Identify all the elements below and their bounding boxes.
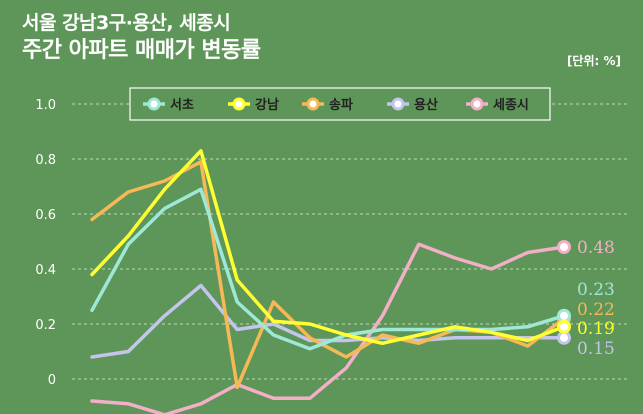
end-marker-세종시 bbox=[557, 240, 571, 254]
legend-label-세종시: 세종시 bbox=[493, 98, 529, 113]
legend-label-송파: 송파 bbox=[329, 98, 353, 113]
series-line-강남 bbox=[90, 149, 566, 346]
chart-title-line2: 주간 아파트 매매가 변동률 bbox=[22, 38, 261, 63]
legend-swatch-marker bbox=[391, 97, 405, 111]
series-line-서초 bbox=[90, 187, 566, 351]
unit-label: [단위: %] bbox=[566, 54, 621, 68]
y-tick-label: 1.0 bbox=[35, 98, 56, 113]
end-marker-서초 bbox=[557, 308, 571, 323]
grid-lines: 1.0 0.8 0.6 0.4 0.2 0 bbox=[35, 98, 630, 388]
end-value-label-송파: 0.22 bbox=[577, 300, 615, 320]
end-value-label-용산: 0.15 bbox=[577, 339, 615, 359]
end-value-label-서초: 0.23 bbox=[577, 280, 615, 300]
end-value-label-강남: 0.19 bbox=[577, 319, 615, 339]
end-marker-용산 bbox=[557, 330, 571, 345]
legend-label-용산: 용산 bbox=[414, 97, 438, 113]
legend: 서초 강남 송파 용산 세종시 bbox=[129, 87, 551, 121]
legend-label-강남: 강남 bbox=[255, 97, 279, 113]
y-tick-label: 0 bbox=[48, 373, 56, 388]
title-block: 서울 강남3구·용산, 세종시 주간 아파트 매매가 변동률 bbox=[22, 10, 261, 66]
legend-swatch-marker bbox=[470, 97, 484, 111]
legend-swatch-marker bbox=[147, 97, 161, 111]
y-tick-label: 0.2 bbox=[35, 318, 56, 333]
legend-swatch-marker bbox=[232, 97, 246, 111]
legend-swatch-marker bbox=[306, 97, 320, 111]
legend-label-서초: 서초 bbox=[170, 98, 194, 113]
series-line-송파 bbox=[90, 160, 566, 390]
y-tick-label: 0.6 bbox=[35, 208, 56, 223]
y-tick-label: 0.8 bbox=[35, 153, 56, 168]
chart-title-line1: 서울 강남3구·용산, 세종시 bbox=[22, 12, 231, 34]
series-line-세종시 bbox=[90, 242, 566, 414]
end-value-label-세종시: 0.48 bbox=[577, 238, 615, 258]
end-marker-강남 bbox=[557, 319, 571, 334]
y-tick-label: 0.4 bbox=[35, 263, 56, 278]
